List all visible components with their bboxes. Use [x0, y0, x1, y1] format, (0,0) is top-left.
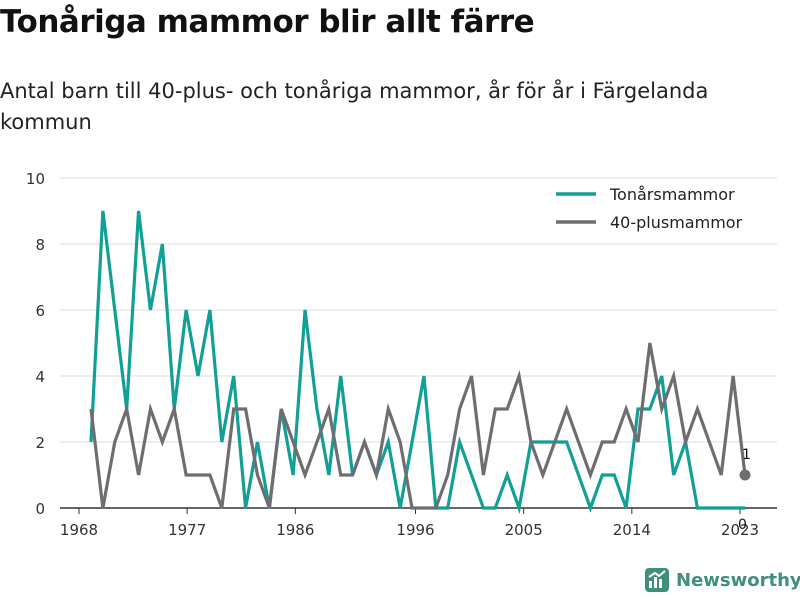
y-tick-label: 10 — [26, 170, 45, 188]
x-tick-label: 2005 — [505, 521, 543, 539]
x-tick-label: 2023 — [721, 521, 759, 539]
end-point-40-plusmammor — [739, 469, 751, 481]
series-line-40-plusmammor — [89, 342, 747, 510]
series-lines — [89, 210, 747, 515]
legend-label: 40-plusmammor — [610, 213, 743, 232]
newsworthy-brand-text: Newsworthy — [676, 569, 800, 591]
newsworthy-logo[interactable]: Newsworthy — [645, 568, 800, 592]
y-tick-labels: 0 2 4 6 8 10 — [26, 170, 45, 518]
y-tick-label: 2 — [35, 434, 45, 452]
x-tick-label: 2014 — [613, 521, 651, 539]
y-tick-label: 0 — [35, 500, 45, 518]
end-label-tonarsmammor: 0 — [738, 517, 747, 533]
series-line-tonarsmammor — [89, 210, 745, 515]
newsworthy-logo-icon — [645, 568, 669, 592]
legend: Tonårsmammor 40-plusmammor — [556, 185, 743, 232]
end-label-40-plusmammor: 1 — [742, 447, 751, 463]
end-markers: 10 — [738, 447, 751, 533]
x-tick-label: 1968 — [60, 521, 98, 539]
y-tick-label: 6 — [35, 302, 45, 320]
y-tick-label: 4 — [35, 368, 45, 386]
x-tick-label: 1977 — [168, 521, 206, 539]
chart-subtitle: Antal barn till 40-plus- och tonåriga ma… — [0, 79, 709, 134]
x-axis: 1968 1977 1986 1996 2005 2014 2023 — [60, 508, 759, 539]
y-tick-label: 8 — [35, 236, 45, 254]
legend-label: Tonårsmammor — [609, 185, 735, 204]
x-tick-label: 1986 — [276, 521, 314, 539]
x-tick-label: 1996 — [396, 521, 434, 539]
chart-title: Tonåriga mammor blir allt färre — [0, 4, 535, 40]
